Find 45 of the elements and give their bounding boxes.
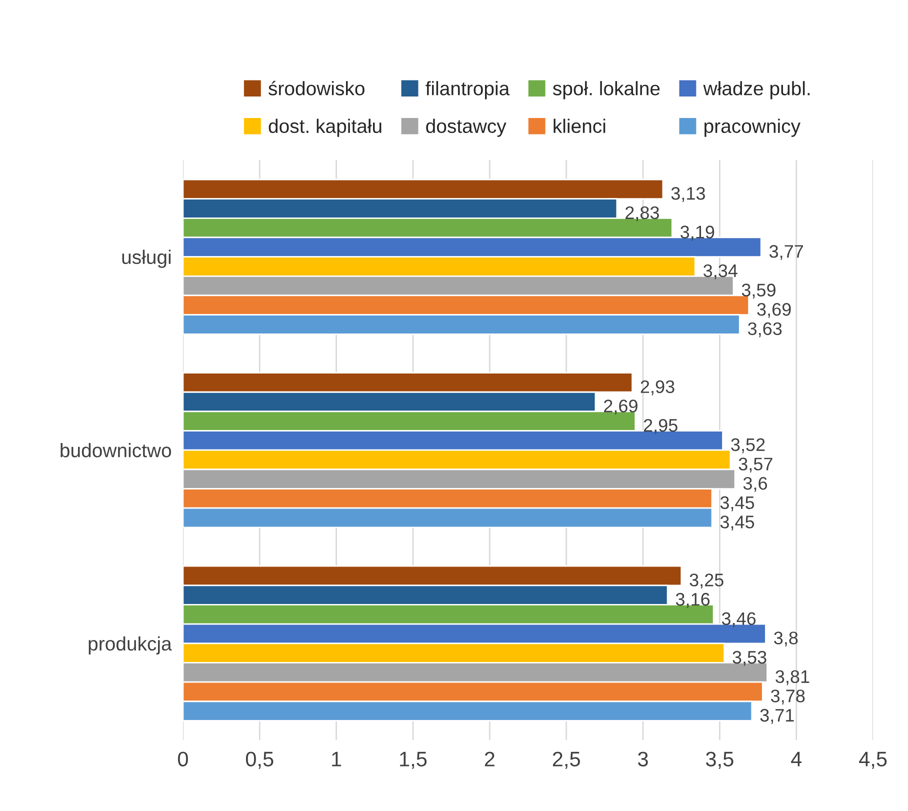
data-label: 3,63 xyxy=(748,322,782,338)
x-tick-label: 2 xyxy=(484,752,494,766)
data-label: 3,52 xyxy=(731,438,765,454)
x-tick-label: 1 xyxy=(332,752,342,766)
x-tick-label: 2,5 xyxy=(552,752,580,769)
y-tick-label: budownictwo xyxy=(60,443,172,458)
legend-label: dost. kapitału xyxy=(268,118,382,137)
data-label: 3,45 xyxy=(720,516,754,531)
data-label: 3,19 xyxy=(680,226,714,241)
data-label: 2,93 xyxy=(640,380,674,396)
data-label: 2,83 xyxy=(626,206,659,222)
y-tick-label: usługi xyxy=(122,250,171,268)
data-label: 3,13 xyxy=(671,187,705,202)
legend-label: dostawcy xyxy=(426,118,506,137)
data-label: 3,45 xyxy=(720,496,754,512)
data-label: 3,69 xyxy=(757,303,791,318)
y-tick-label: produkcja xyxy=(88,636,172,654)
data-label: 2,69 xyxy=(604,400,638,415)
data-label: 3,53 xyxy=(732,650,766,666)
legend-label: społ. lokalne xyxy=(552,81,660,100)
data-label: 3,16 xyxy=(676,592,710,608)
legend-label: władze publ. xyxy=(703,81,810,100)
x-tick-label: 1,5 xyxy=(400,752,427,769)
legend-label: klienci xyxy=(554,118,606,134)
x-tick-label: 4 xyxy=(791,752,802,766)
data-label: 3,77 xyxy=(769,245,803,260)
data-label: 3,46 xyxy=(722,612,756,628)
x-tick-label: 3,5 xyxy=(706,752,734,769)
data-label: 3,78 xyxy=(770,690,805,704)
legend-label: filantropia xyxy=(426,81,510,100)
data-label: 3,8 xyxy=(774,632,798,647)
legend-label: środowisko xyxy=(268,80,364,96)
data-label: 3,34 xyxy=(704,264,738,280)
x-tick-label: 4,5 xyxy=(859,752,887,769)
x-tick-label: 3 xyxy=(638,752,648,766)
data-label: 3,59 xyxy=(742,284,776,299)
x-tick-label: 0,5 xyxy=(246,752,274,769)
data-label: 3,6 xyxy=(743,476,767,492)
legend-label: pracownicy xyxy=(704,118,800,137)
data-label: 3,25 xyxy=(690,574,724,589)
data-label: 3,57 xyxy=(738,458,772,473)
data-label: 3,81 xyxy=(776,670,810,686)
data-label: 3,71 xyxy=(760,708,794,724)
data-label: 2,95 xyxy=(644,418,678,434)
x-tick-label: 0 xyxy=(178,752,188,766)
